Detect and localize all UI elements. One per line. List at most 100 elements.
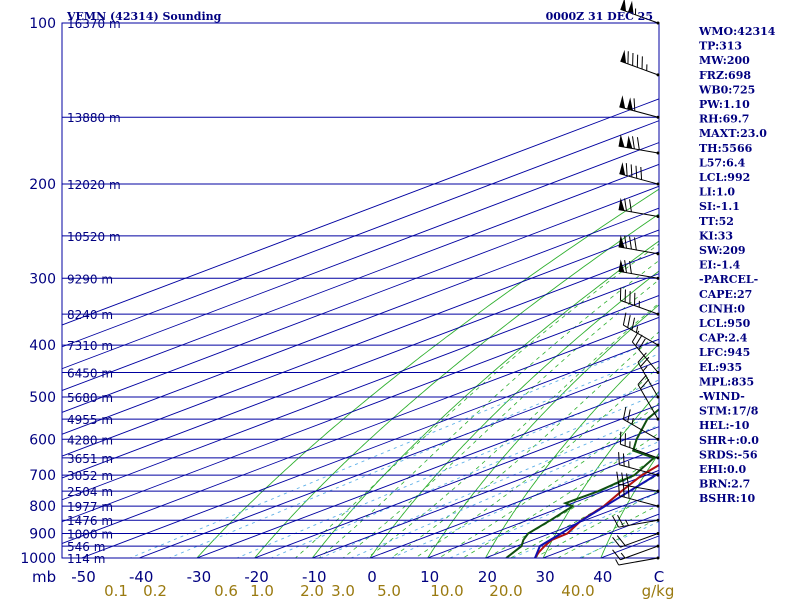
wind-barb	[618, 452, 660, 477]
temperature-tick-label: 40	[593, 568, 612, 586]
mixing-ratio-line	[128, 338, 659, 558]
height-label: 16370 m	[67, 17, 121, 31]
index-line: LFC:945	[699, 346, 750, 359]
mixing-ratio-label: 1.0	[250, 582, 274, 600]
moist-adiabat	[580, 517, 659, 558]
index-line: SW:209	[699, 244, 746, 257]
pressure-tick-label: 1000	[20, 551, 56, 567]
dry-adiabat	[196, 188, 659, 558]
mixing-ratio-unit: g/kg	[642, 582, 675, 600]
dry-adiabat	[772, 11, 800, 569]
height-label: 8240 m	[67, 308, 113, 322]
index-line: BSHR:10	[699, 492, 755, 505]
wind-barb	[615, 556, 660, 566]
index-line: CAP:2.4	[699, 332, 748, 345]
index-line: CINH:0	[699, 302, 745, 315]
index-line: MPL:835	[699, 375, 754, 388]
chart-title: VEMN (42314) Sounding	[66, 10, 222, 23]
isotherm	[62, 185, 659, 413]
height-label: 3651 m	[67, 452, 113, 466]
mixing-ratio-label: 20.0	[489, 582, 522, 600]
temperature-tick-label: -50	[71, 568, 96, 586]
height-label: 546 m	[67, 540, 105, 554]
wind-barb	[620, 0, 660, 25]
mixing-ratio-line	[235, 379, 659, 558]
temperature-tick-label: -40	[129, 568, 154, 586]
temperature-tick-label: 10	[420, 568, 439, 586]
temperature-tick-label: -20	[244, 568, 269, 586]
wind-barb	[631, 330, 660, 374]
index-line: SI:-1.1	[699, 200, 740, 213]
temperature-tick-label: -10	[302, 568, 327, 586]
index-line: LI:1.0	[699, 186, 735, 199]
chart-date: 0000Z 31 DEC 25	[546, 10, 653, 23]
wind-barb	[620, 49, 660, 77]
index-line: WMO:42314	[698, 25, 776, 38]
mixing-ratio-line	[578, 521, 659, 558]
height-label: 10520 m	[67, 230, 121, 244]
mixing-ratio-label: 0.1	[104, 582, 128, 600]
index-line: LCL:992	[699, 171, 750, 184]
height-label: 1476 m	[67, 514, 113, 528]
height-label: 6450 m	[67, 366, 113, 380]
index-line: SHR+:0.0	[699, 434, 759, 447]
index-line: STM:17/8	[699, 405, 759, 418]
pressure-tick-label: 800	[29, 499, 56, 515]
index-line: -PARCEL-	[699, 273, 758, 286]
wind-barb	[622, 406, 660, 441]
isotherm	[62, 120, 659, 348]
wind-barb	[618, 259, 660, 280]
temperature-tick-label: 0	[367, 568, 377, 586]
index-line: L57:6.4	[699, 156, 746, 169]
mixing-ratio-label: 0.2	[143, 582, 167, 600]
index-line: WB0:725	[698, 83, 755, 96]
index-line: CAPE:27	[699, 288, 752, 301]
mixing-ratio-line	[270, 392, 659, 558]
height-label: 3052 m	[67, 469, 113, 483]
mixing-ratio-label: 0.6	[214, 582, 238, 600]
pressure-tick-label: 100	[29, 16, 56, 32]
temperature-tick-label: 20	[478, 568, 497, 586]
height-label: 114 m	[67, 552, 105, 566]
mixing-ratio-line	[168, 353, 659, 558]
index-line: KI:33	[699, 229, 733, 242]
wind-barb	[619, 95, 660, 119]
isotherm	[62, 142, 659, 370]
temperature-tick-label: -30	[187, 568, 212, 586]
height-label: 2504 m	[67, 485, 113, 499]
dry-adiabat	[311, 240, 659, 558]
height-label: 7310 m	[67, 339, 113, 353]
isotherm	[368, 448, 659, 558]
height-label: 5680 m	[67, 391, 113, 405]
index-line: EL:935	[699, 361, 742, 374]
plot-frame	[61, 22, 660, 559]
pressure-tick-label: 400	[29, 338, 56, 354]
pressure-axis-label: mb	[32, 568, 56, 586]
index-line: EHI:0.0	[699, 463, 746, 476]
wind-barb	[618, 197, 660, 219]
isotherm	[80, 338, 659, 558]
index-line: TT:52	[699, 215, 734, 228]
pressure-tick-label: 300	[29, 271, 56, 287]
index-line: PW:1.10	[699, 98, 750, 111]
wind-barbs	[612, 0, 660, 566]
wind-barb	[618, 483, 660, 508]
wind-barb	[612, 532, 660, 548]
isotherm	[253, 404, 659, 558]
temperature-tick-label: 30	[536, 568, 555, 586]
wind-barb	[612, 544, 660, 561]
dry-adiabat	[427, 304, 659, 558]
height-label: 13880 m	[67, 111, 121, 125]
dry-adiabat	[484, 343, 659, 558]
isotherm	[137, 360, 659, 558]
height-label: 4955 m	[67, 413, 113, 427]
pressure-tick-label: 600	[29, 432, 56, 448]
mixing-ratio-label: 5.0	[377, 582, 401, 600]
mixing-ratio-label: 10.0	[430, 582, 463, 600]
wind-barb	[612, 514, 660, 528]
mixing-ratio-line	[448, 465, 659, 558]
wind-barb	[637, 374, 660, 421]
isotherm	[62, 207, 659, 435]
